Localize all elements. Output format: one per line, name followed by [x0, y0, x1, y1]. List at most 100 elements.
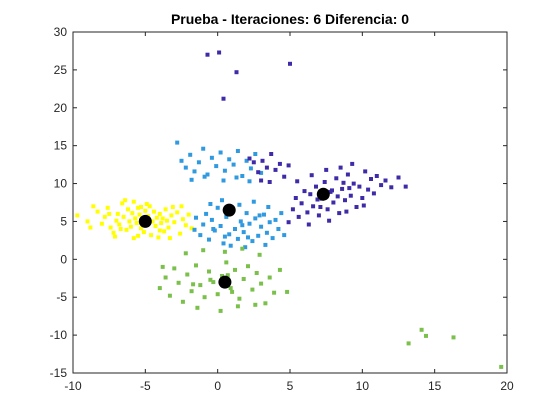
- data-point-cluster-4: [224, 260, 228, 264]
- data-point-cluster-1: [133, 216, 137, 220]
- data-point-cluster-2: [266, 205, 270, 209]
- data-point-cluster-4: [172, 266, 176, 270]
- data-point-cluster-2: [252, 200, 256, 204]
- data-point-cluster-1: [127, 219, 131, 223]
- data-point-cluster-2: [203, 175, 207, 179]
- centroid-marker: [223, 204, 236, 217]
- data-point-cluster-3: [372, 191, 376, 195]
- data-point-cluster-1: [135, 221, 139, 225]
- data-point-cluster-1: [168, 236, 172, 240]
- data-point-cluster-3: [318, 205, 322, 209]
- data-point-cluster-2: [201, 223, 205, 227]
- data-point-cluster-2: [276, 227, 280, 231]
- data-point-cluster-1: [159, 221, 163, 225]
- data-point-cluster-3: [314, 185, 318, 189]
- data-point-cluster-3: [327, 219, 331, 223]
- data-point-cluster-3: [331, 201, 335, 205]
- data-point-cluster-2: [242, 230, 246, 234]
- data-point-cluster-1: [119, 227, 123, 231]
- y-tick-label: -5: [56, 290, 67, 304]
- data-point-cluster-2: [248, 222, 252, 226]
- data-point-cluster-4: [237, 297, 241, 301]
- data-point-cluster-4: [272, 291, 276, 295]
- data-point-cluster-3: [384, 179, 388, 183]
- data-point-cluster-2: [274, 218, 278, 222]
- data-point-cluster-1: [132, 200, 136, 204]
- data-point-cluster-4: [207, 270, 211, 274]
- data-point-cluster-3: [352, 182, 356, 186]
- data-point-cluster-4: [195, 306, 199, 310]
- data-point-cluster-2: [237, 203, 241, 207]
- data-point-cluster-2: [201, 147, 205, 151]
- data-point-cluster-4: [230, 290, 234, 294]
- data-point-cluster-2: [240, 223, 244, 227]
- data-point-cluster-3: [366, 188, 370, 192]
- data-point-cluster-1: [123, 198, 127, 202]
- data-point-cluster-4: [420, 328, 424, 332]
- data-point-cluster-3: [278, 162, 282, 166]
- data-point-cluster-3: [269, 152, 273, 156]
- data-point-cluster-3: [303, 189, 307, 193]
- data-point-cluster-2: [258, 213, 262, 217]
- axes-box: [73, 32, 507, 373]
- x-tick-label: 5: [287, 379, 294, 393]
- x-tick-label: 0: [214, 379, 221, 393]
- points-layer: [75, 51, 503, 369]
- data-point-cluster-1: [75, 213, 79, 217]
- data-point-cluster-1: [155, 216, 159, 220]
- data-point-cluster-1: [161, 216, 165, 220]
- data-point-cluster-2: [229, 244, 233, 248]
- data-point-cluster-3: [300, 201, 304, 205]
- data-point-cluster-1: [96, 210, 100, 214]
- data-point-cluster-3: [274, 168, 278, 172]
- data-point-cluster-2: [204, 212, 208, 216]
- data-point-cluster-4: [278, 268, 282, 272]
- data-point-cluster-2: [222, 241, 226, 245]
- data-point-cluster-2: [190, 178, 194, 182]
- data-point-cluster-3: [288, 62, 292, 66]
- data-point-cluster-4: [255, 271, 259, 275]
- data-point-cluster-3: [291, 207, 295, 211]
- data-point-cluster-1: [169, 213, 173, 217]
- data-point-cluster-3: [340, 187, 344, 191]
- data-point-cluster-1: [158, 212, 162, 216]
- data-point-cluster-1: [125, 228, 129, 232]
- data-point-cluster-1: [114, 219, 118, 223]
- data-point-cluster-4: [185, 273, 189, 277]
- data-point-cluster-4: [233, 268, 237, 272]
- data-point-cluster-1: [139, 205, 143, 209]
- data-point-cluster-1: [109, 226, 113, 230]
- data-point-cluster-4: [164, 276, 168, 280]
- data-point-cluster-4: [499, 365, 503, 369]
- data-point-cluster-2: [194, 216, 198, 220]
- data-point-cluster-1: [126, 207, 130, 211]
- y-tick-label: -15: [50, 366, 68, 380]
- data-point-cluster-3: [206, 53, 210, 57]
- data-point-cluster-1: [142, 230, 146, 234]
- data-point-cluster-4: [216, 292, 220, 296]
- data-point-cluster-2: [208, 202, 212, 206]
- data-point-cluster-4: [424, 334, 428, 338]
- data-point-cluster-2: [219, 151, 223, 155]
- data-point-cluster-1: [136, 234, 140, 238]
- data-point-cluster-3: [295, 179, 299, 183]
- data-point-cluster-3: [357, 185, 361, 189]
- data-point-cluster-3: [248, 157, 252, 161]
- data-point-cluster-1: [149, 233, 153, 237]
- data-point-cluster-2: [227, 232, 231, 236]
- data-point-cluster-2: [263, 243, 267, 247]
- data-point-cluster-3: [360, 196, 364, 200]
- data-point-cluster-1: [117, 223, 121, 227]
- data-point-cluster-2: [282, 233, 286, 237]
- data-point-cluster-4: [177, 281, 181, 285]
- data-point-cluster-2: [253, 152, 257, 156]
- data-point-cluster-4: [191, 282, 195, 286]
- data-point-cluster-3: [310, 173, 314, 177]
- x-tick-label: 20: [500, 379, 514, 393]
- data-point-cluster-2: [265, 231, 269, 235]
- data-point-cluster-2: [248, 179, 252, 183]
- data-point-cluster-2: [220, 198, 224, 202]
- data-point-cluster-1: [113, 235, 117, 239]
- data-point-cluster-2: [232, 163, 236, 167]
